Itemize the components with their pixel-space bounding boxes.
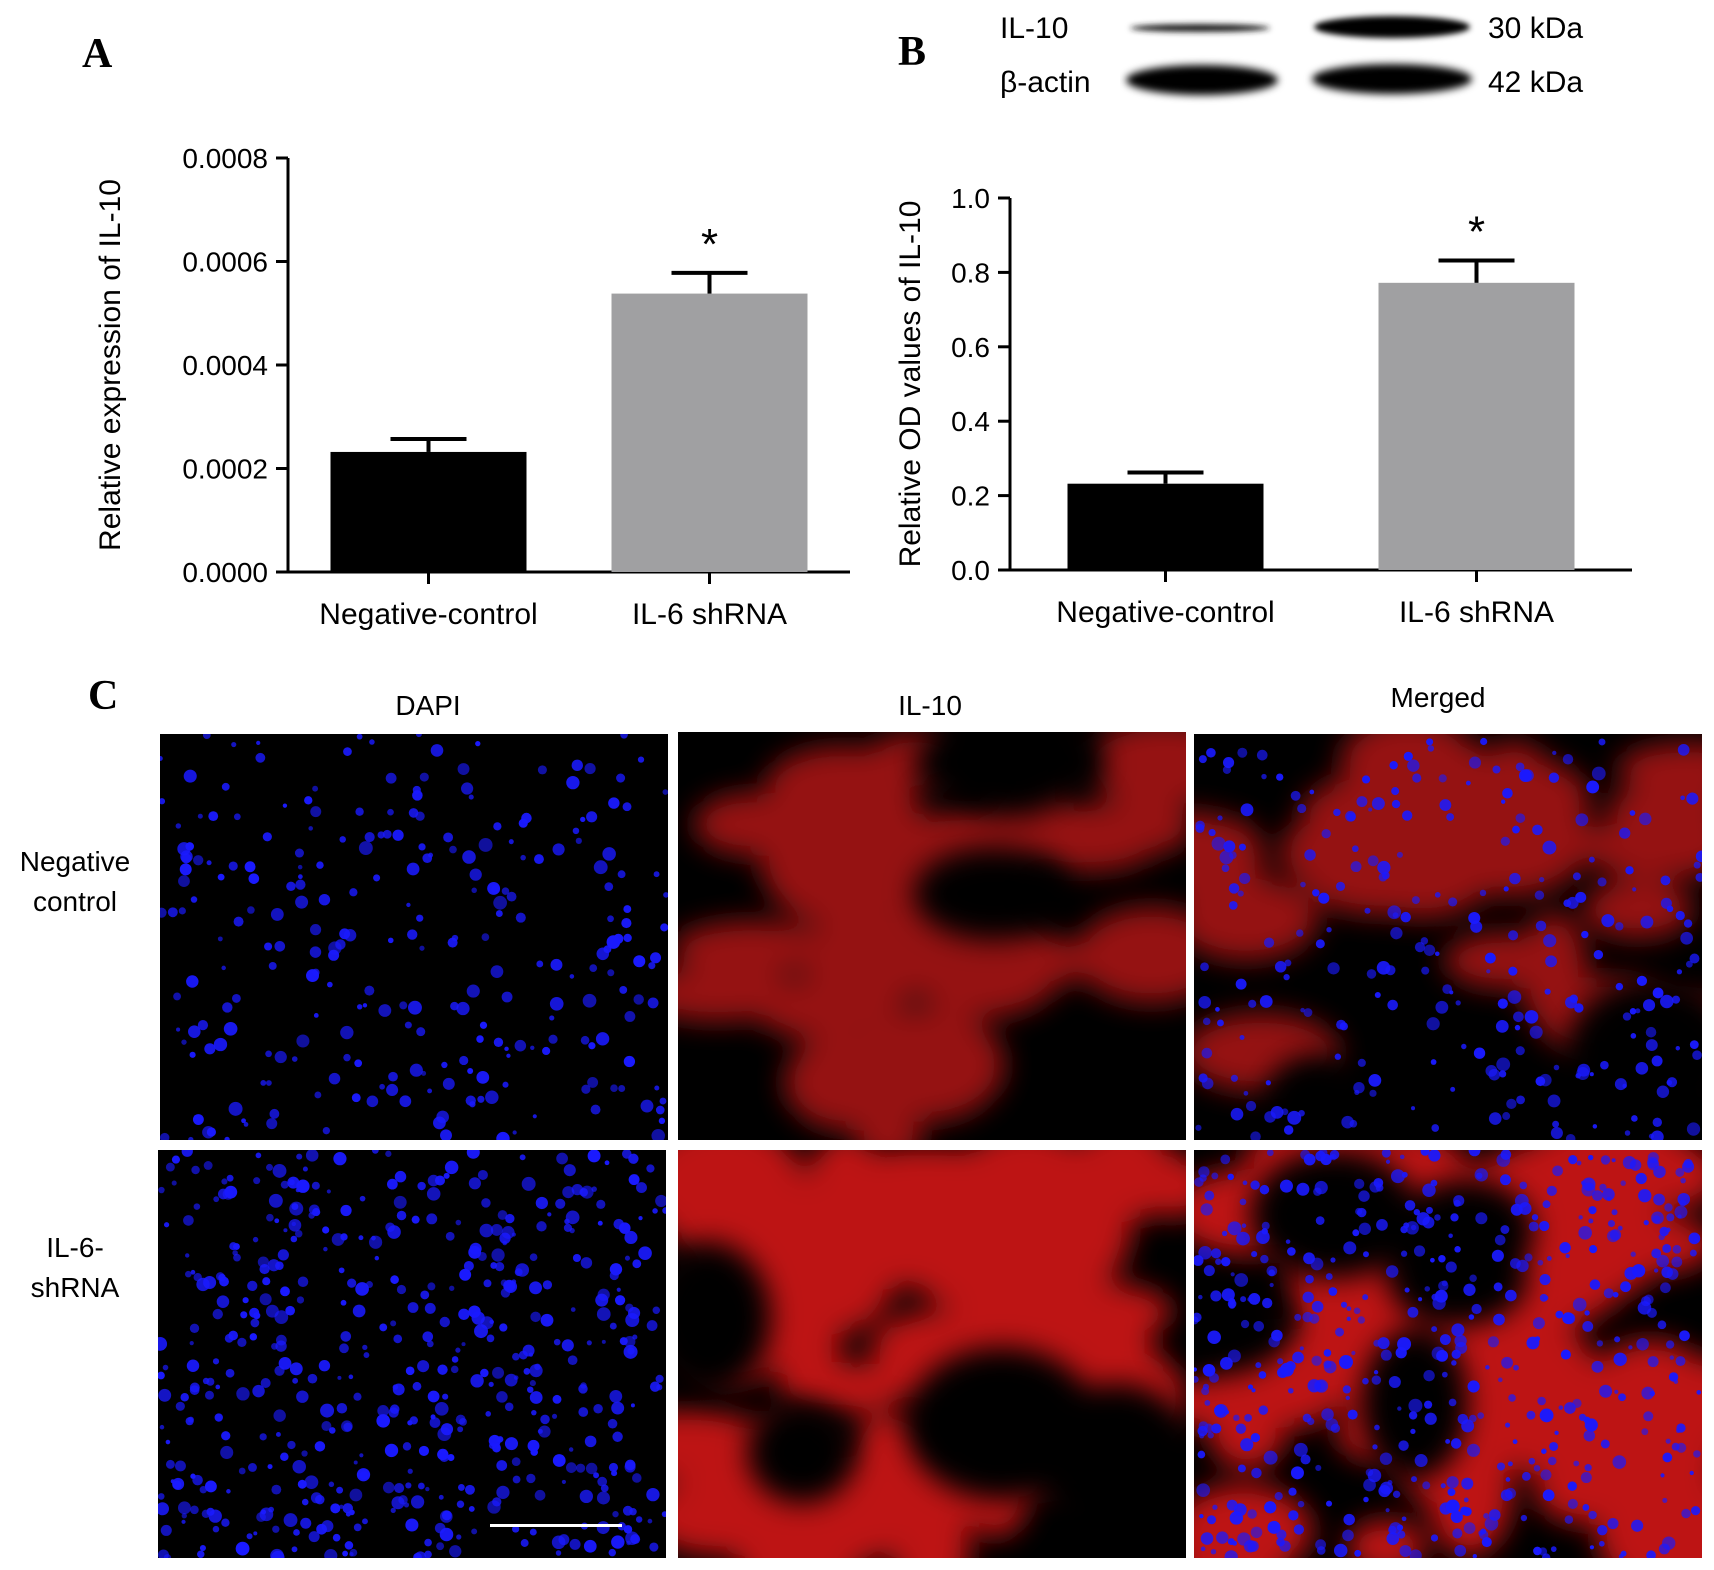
- column-label-merged: Merged: [1390, 682, 1486, 713]
- y-tick-label: 0.0006: [182, 247, 268, 278]
- row-label-negative-control: Negative control: [0, 842, 150, 922]
- column-label-il10: IL-10: [898, 690, 962, 721]
- y-tick-label: 0.0000: [182, 557, 268, 588]
- significance-marker: *: [701, 220, 718, 269]
- micrograph-negative-control-il10: [678, 732, 1186, 1140]
- blot-band-actin-lane1: [1126, 65, 1278, 95]
- x-tick-label: IL-6 shRNA: [1399, 596, 1554, 629]
- y-tick-label: 0.0002: [182, 454, 268, 485]
- y-tick-label: 0.8: [951, 257, 990, 288]
- y-axis-label: Relative expression of IL-10: [94, 179, 127, 551]
- blot-band-il10-lane1: [1130, 24, 1270, 32]
- significance-marker: *: [1468, 207, 1485, 256]
- row-label-negative-control-line2: control: [32, 886, 118, 917]
- micrograph-il6-shrna-il10: [678, 1150, 1186, 1558]
- y-tick-label: 1.0: [951, 183, 990, 214]
- micrograph-negative-control-merged: [1194, 734, 1702, 1140]
- row-label-negative-control-line1: Negative: [19, 846, 131, 877]
- micrograph-il6-shrna-merged: [1194, 1150, 1702, 1558]
- row-label-il6-shrna-line1: IL-6-: [46, 1232, 104, 1263]
- chart-a: 0.0000 0.0002 0.0004 0.0006 0.0008 Negative-c…: [94, 143, 850, 631]
- x-tick-label: IL-6 shRNA: [632, 598, 787, 631]
- blot-band-label-actin: β-actin: [1000, 66, 1091, 99]
- y-tick-label: 0.0008: [182, 143, 268, 174]
- blot-band-label-il10: IL-10: [1000, 12, 1069, 45]
- bar: [611, 293, 808, 572]
- panel-label-a: A: [82, 31, 113, 77]
- y-tick-label: 0.4: [951, 406, 990, 437]
- bar: [1067, 483, 1264, 570]
- blot-size-label-30kda: 30 kDa: [1488, 12, 1584, 45]
- micrograph-negative-control-dapi: [160, 734, 668, 1140]
- row-label-il6-shrna: IL-6- shRNA: [0, 1228, 150, 1308]
- bar: [1378, 282, 1575, 570]
- micrograph-il6-shrna-dapi: [158, 1150, 666, 1558]
- blot-size-label-42kda: 42 kDa: [1488, 66, 1584, 99]
- y-tick-label: 0.0: [951, 555, 990, 586]
- y-tick-label: 0.6: [951, 332, 990, 363]
- chart-b: 0.0 0.2 0.4 0.6 0.8 1.0 Negative-control IL-6 s…: [894, 183, 1632, 629]
- blot-band-il10-lane2: [1314, 16, 1470, 38]
- y-axis-label: Relative OD values of IL-10: [894, 201, 927, 568]
- column-label-dapi: DAPI: [395, 690, 461, 721]
- y-tick-label: 0.2: [951, 481, 990, 512]
- x-tick-label: Negative-control: [1056, 596, 1274, 629]
- row-label-il6-shrna-line2: shRNA: [30, 1272, 120, 1303]
- x-tick-label: Negative-control: [319, 598, 537, 631]
- western-blot-image: [1126, 16, 1472, 95]
- bar: [330, 451, 527, 572]
- blot-band-actin-lane2: [1312, 64, 1472, 94]
- panel-label-b: B: [898, 29, 927, 75]
- scale-bar: [490, 1524, 622, 1527]
- y-tick-label: 0.0004: [182, 350, 268, 381]
- panel-label-c: C: [88, 673, 119, 719]
